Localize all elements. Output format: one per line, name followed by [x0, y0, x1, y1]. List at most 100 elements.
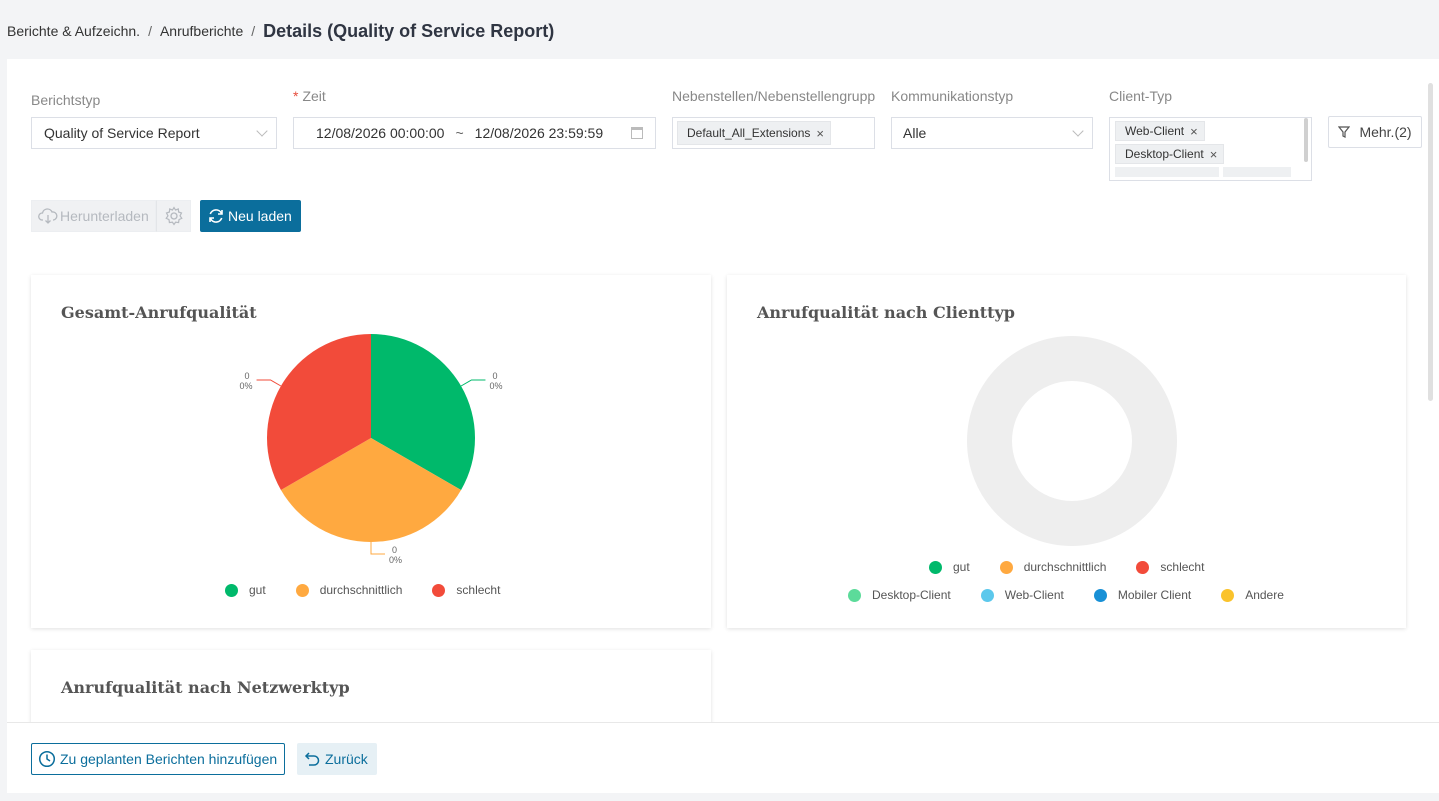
chevron-down-icon [256, 125, 268, 137]
breadcrumb-reports-link[interactable]: Berichte & Aufzeichn. [7, 23, 141, 39]
time-label: * Zeit [293, 88, 326, 104]
overall-quality-legend: gut durchschnittlich schlecht [225, 583, 530, 597]
comm-type-value: Alle [903, 125, 927, 141]
legend-label: Desktop-Client [872, 588, 951, 602]
report-panel: Berichtstyp Quality of Service Report * Z… [7, 59, 1439, 722]
extensions-label: Nebenstellen/Nebenstellengrupp [672, 88, 876, 104]
outer-ring-empty [967, 336, 1177, 546]
legend-label: durchschnittlich [1023, 560, 1107, 574]
comm-type-select[interactable]: Alle [891, 117, 1093, 149]
pie-value-label: 0 [492, 371, 497, 381]
close-icon[interactable]: × [1209, 146, 1218, 162]
undo-icon [304, 752, 320, 766]
filter-icon [1338, 126, 1351, 138]
pie-value-label: 0 [245, 371, 250, 381]
time-start-input[interactable]: 12/08/2026 00:00:00 [316, 125, 445, 141]
hidden-tag [1115, 167, 1219, 177]
client-tag-desktop: Desktop-Client × [1115, 144, 1225, 164]
legend-item-schlecht[interactable]: schlecht [432, 583, 500, 597]
client-tag-label: Desktop-Client [1125, 147, 1204, 161]
client-quality-donut-chart [967, 336, 1177, 546]
legend-dot [1136, 560, 1150, 574]
legend-label: Mobiler Client [1117, 588, 1192, 602]
comm-type-label: Kommunikationstyp [891, 88, 1014, 104]
ring-divider [1012, 381, 1132, 501]
more-filters-label: Mehr.(2) [1359, 124, 1412, 140]
legend-dot [1093, 588, 1107, 602]
pie-label-line [256, 379, 282, 387]
download-label: Herunterladen [60, 208, 149, 224]
back-label: Zurück [325, 751, 368, 767]
required-marker: * [293, 88, 299, 104]
hidden-tag [1223, 167, 1291, 177]
legend-dot [999, 560, 1013, 574]
breadcrumb-call-reports-link[interactable]: Anrufberichte [159, 23, 244, 39]
client-tag-web: Web-Client × [1115, 121, 1205, 141]
download-settings-button[interactable] [156, 200, 191, 232]
legend-dot [432, 583, 446, 597]
reload-button[interactable]: Neu laden [200, 200, 301, 232]
reload-label: Neu laden [228, 208, 292, 224]
client-tag-label: Web-Client [1125, 124, 1185, 138]
breadcrumb: Berichte & Aufzeichn. / Anrufberichte / … [7, 20, 554, 42]
close-icon[interactable]: × [1190, 123, 1198, 139]
legend-item-gut[interactable]: gut [929, 560, 970, 574]
calendar-icon [631, 127, 643, 139]
legend-item-other[interactable]: Andere [1221, 588, 1284, 602]
overall-quality-card: Gesamt-Anrufqualität 0 0% 0 0% 0 0% gut durch… [31, 275, 711, 628]
time-range-separator: ~ [455, 125, 464, 141]
time-end-input[interactable]: 12/08/2026 23:59:59 [474, 125, 604, 141]
client-quality-legend-client: Desktop-Client Web-Client Mobiler Client… [848, 588, 1314, 602]
breadcrumb-separator: / [251, 23, 256, 39]
tags-scrollbar[interactable] [1304, 118, 1308, 162]
network-quality-card: Anrufqualität nach Netzwerktyp [31, 650, 711, 722]
overall-quality-title: Gesamt-Anrufqualität [61, 303, 257, 322]
pie-percent-label: 0% [489, 381, 502, 391]
client-type-select[interactable]: Web-Client × Desktop-Client × [1109, 117, 1312, 181]
close-icon[interactable]: × [816, 125, 824, 141]
pie-slice-schlecht[interactable] [267, 334, 371, 490]
legend-item-desktop-client[interactable]: Desktop-Client [848, 588, 951, 602]
add-to-scheduled-reports-label: Zu geplanten Berichten hinzufügen [60, 751, 278, 767]
legend-dot [295, 583, 309, 597]
legend-item-durchschnittlich[interactable]: durchschnittlich [295, 583, 402, 597]
clock-icon [38, 750, 56, 768]
legend-dot [1221, 588, 1235, 602]
legend-dot [225, 583, 238, 597]
client-type-label: Client-Typ [1109, 88, 1173, 104]
time-range-picker[interactable]: 12/08/2026 00:00:00 ~ 12/08/2026 23:59:5… [293, 117, 656, 149]
pie-slice-durchschnittlich[interactable] [280, 438, 462, 542]
report-type-label: Berichtstyp [31, 92, 101, 108]
pie-value-label: 0 [392, 545, 397, 555]
report-type-value: Quality of Service Report [44, 125, 200, 141]
back-button[interactable]: Zurück [297, 743, 377, 775]
extension-tag-label: Default_All_Extensions [687, 126, 811, 140]
refresh-icon [209, 209, 223, 223]
pie-slice-gut[interactable] [371, 334, 475, 490]
cloud-download-icon [38, 208, 58, 224]
legend-label: gut [953, 560, 970, 574]
legend-item-durchschnittlich[interactable]: durchschnittlich [999, 560, 1107, 574]
scrollbar[interactable] [1428, 83, 1433, 401]
extensions-select[interactable]: Default_All_Extensions × [672, 117, 875, 149]
gear-icon [164, 206, 183, 226]
more-filters-button[interactable]: Mehr.(2) [1328, 116, 1422, 148]
pie-percent-label: 0% [240, 381, 253, 391]
legend-item-web-client[interactable]: Web-Client [980, 588, 1064, 602]
extension-tag: Default_All_Extensions × [677, 121, 831, 145]
client-quality-title: Anrufqualität nach Clienttyp [757, 303, 1015, 322]
legend-item-schlecht[interactable]: schlecht [1136, 560, 1204, 574]
legend-label: schlecht [456, 583, 501, 597]
report-type-select[interactable]: Quality of Service Report [31, 117, 277, 149]
download-button[interactable]: Herunterladen [31, 200, 156, 232]
pie-percent-label: 0% [389, 555, 402, 565]
legend-item-gut[interactable]: gut [225, 583, 266, 597]
legend-label: Andere [1245, 588, 1284, 602]
legend-label: gut [249, 583, 266, 597]
client-quality-legend-quality: gut durchschnittlich schlecht [929, 560, 1234, 574]
legend-item-mobile-client[interactable]: Mobiler Client [1093, 588, 1192, 602]
footer-bar: Zu geplanten Berichten hinzufügen Zurück [7, 722, 1439, 793]
time-label-text: Zeit [302, 88, 326, 104]
add-to-scheduled-reports-button[interactable]: Zu geplanten Berichten hinzufügen [31, 743, 285, 775]
legend-dot [980, 588, 994, 602]
